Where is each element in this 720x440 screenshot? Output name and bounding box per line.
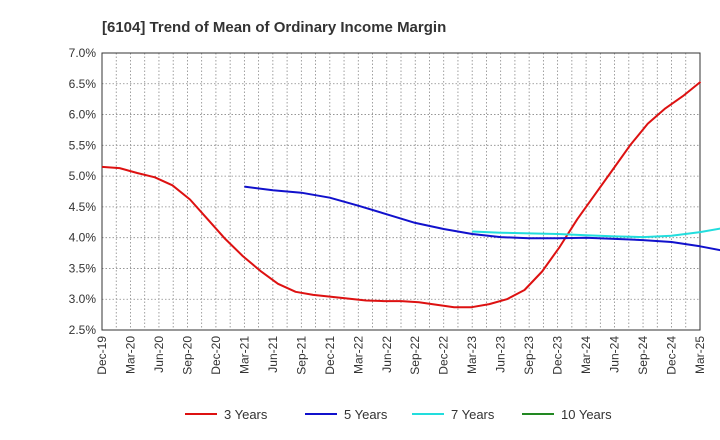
x-axis: Dec-19 Mar-20 Jun-20 Sep-20 Dec-20 Mar-21 Jun-…	[95, 336, 707, 375]
x-tick-label: Mar-24	[579, 336, 593, 374]
x-tick-label: Dec-24	[665, 336, 679, 375]
y-tick-label: 6.5%	[69, 77, 97, 91]
y-tick-label: 5.5%	[69, 138, 97, 152]
x-tick-label: Mar-25	[693, 336, 707, 374]
x-tick-label: Jun-20	[152, 336, 166, 373]
x-tick-label: Sep-20	[180, 336, 194, 375]
y-tick-label: 3.0%	[69, 292, 97, 306]
legend: 3 Years 5 Years 7 Years 10 Years	[185, 407, 612, 422]
series-line-7-years	[472, 227, 720, 239]
x-tick-label: Jun-22	[380, 336, 394, 373]
x-tick-label: Jun-23	[494, 336, 508, 373]
chart-title: [6104] Trend of Mean of Ordinary Income …	[102, 19, 446, 36]
series-lines	[101, 81, 720, 309]
x-tick-label: Dec-20	[209, 336, 223, 375]
x-tick-label: Sep-22	[408, 336, 422, 375]
y-axis: 2.5% 3.0% 3.5% 4.0% 4.5% 5.0% 5.5% 6.0% 6.5% 7.0%	[69, 46, 97, 337]
y-tick-label: 7.0%	[69, 46, 97, 60]
y-tick-label: 5.0%	[69, 169, 97, 183]
x-tick-label: Sep-23	[522, 336, 536, 375]
plot-area	[101, 52, 701, 331]
legend-label: 10 Years	[561, 407, 612, 422]
x-tick-label: Jun-24	[608, 336, 622, 373]
x-tick-label: Dec-19	[95, 336, 109, 375]
x-tick-label: Mar-20	[123, 336, 137, 374]
plot-grid	[101, 52, 701, 331]
x-tick-label: Dec-22	[437, 336, 451, 375]
series-line-5-years	[244, 185, 720, 252]
legend-label: 3 Years	[224, 407, 268, 422]
legend-label: 5 Years	[344, 407, 388, 422]
y-tick-label: 2.5%	[69, 323, 97, 337]
y-tick-label: 4.0%	[69, 231, 97, 245]
x-tick-label: Mar-21	[237, 336, 251, 374]
x-tick-label: Dec-21	[323, 336, 337, 375]
x-tick-label: Mar-22	[351, 336, 365, 374]
y-tick-label: 3.5%	[69, 261, 97, 275]
x-tick-label: Dec-23	[551, 336, 565, 375]
x-tick-label: Sep-21	[294, 336, 308, 375]
x-tick-label: Mar-23	[465, 336, 479, 374]
series-line-3-years	[101, 81, 702, 309]
x-tick-label: Sep-24	[636, 336, 650, 375]
legend-label: 7 Years	[451, 407, 495, 422]
y-tick-label: 4.5%	[69, 200, 97, 214]
y-tick-label: 6.0%	[69, 108, 97, 122]
x-tick-label: Jun-21	[266, 336, 280, 373]
